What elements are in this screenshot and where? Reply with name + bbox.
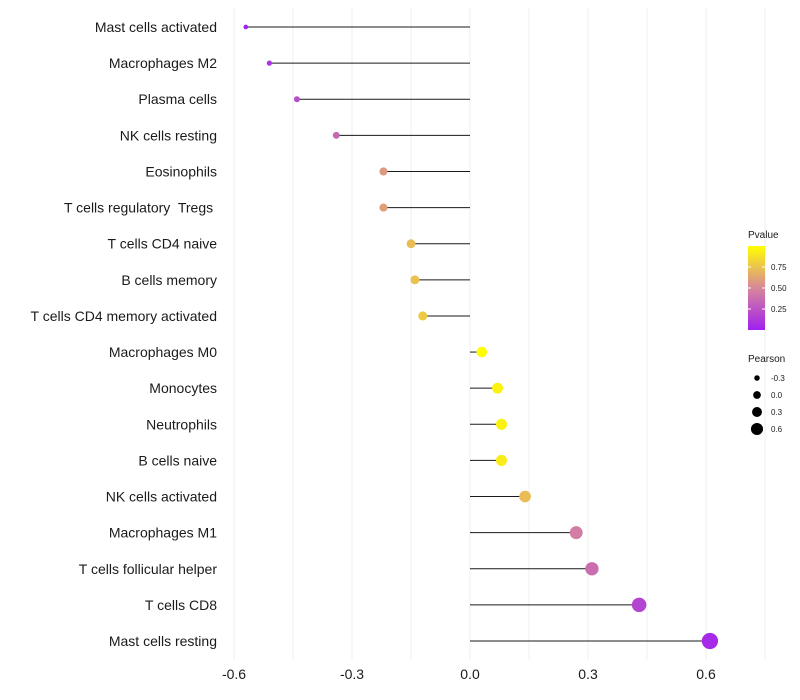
size-legend-label: 0.6 bbox=[771, 425, 783, 434]
category-label: Mast cells activated bbox=[95, 19, 217, 35]
size-legend-dot bbox=[752, 407, 762, 417]
category-label: NK cells resting bbox=[120, 127, 217, 143]
size-legend-label: -0.3 bbox=[771, 374, 785, 383]
x-tick-label: 0.3 bbox=[578, 666, 598, 682]
lollipop-dot bbox=[410, 275, 420, 285]
lollipop-dot bbox=[332, 131, 340, 139]
size-legend-dot bbox=[754, 375, 760, 381]
lollipop-dot bbox=[406, 239, 416, 249]
x-tick-label: 0.6 bbox=[696, 666, 716, 682]
lollipop-dot bbox=[379, 203, 388, 212]
category-label: T cells follicular helper bbox=[79, 561, 218, 577]
category-label: Macrophages M2 bbox=[109, 55, 217, 71]
colorbar-tick-label: 0.50 bbox=[771, 284, 787, 293]
lollipop-dot bbox=[476, 346, 488, 358]
colorbar-tick-label: 0.75 bbox=[771, 263, 787, 272]
pvalue-legend-title: Pvalue bbox=[748, 230, 779, 241]
grid-layer bbox=[233, 8, 766, 660]
lollipop-dot bbox=[569, 526, 583, 540]
lollipop-dot bbox=[631, 597, 647, 613]
lollipop-dot bbox=[266, 60, 273, 66]
pearson-legend: Pearson -0.3 0.0 0.3 0.6 bbox=[748, 354, 785, 436]
lollipop-dot bbox=[293, 96, 300, 103]
size-legend-dot bbox=[750, 422, 764, 436]
size-legend-label: 0.3 bbox=[771, 408, 783, 417]
category-label: B cells memory bbox=[121, 272, 217, 288]
category-label: T cells CD4 memory activated bbox=[31, 308, 217, 324]
category-label: Macrophages M1 bbox=[109, 525, 217, 541]
category-label: Plasma cells bbox=[138, 91, 217, 107]
lollipop-dot bbox=[519, 490, 531, 503]
lollipop-dot bbox=[585, 562, 599, 576]
pvalue-colorbar-ticks: 0.75 0.50 0.25 bbox=[748, 263, 787, 314]
category-label: Neutrophils bbox=[146, 416, 217, 432]
size-legend-label: 0.0 bbox=[771, 391, 783, 400]
x-tick-label: -0.6 bbox=[222, 666, 246, 682]
lollipop-dot bbox=[495, 454, 507, 466]
category-label: Eosinophils bbox=[145, 163, 217, 179]
category-label: Monocytes bbox=[149, 380, 217, 396]
lollipop-dot bbox=[495, 418, 507, 430]
pearson-legend-title: Pearson bbox=[748, 354, 785, 365]
dot-layer bbox=[243, 24, 719, 650]
category-label: T cells regulatory Tregs bbox=[64, 200, 217, 216]
size-legend-dot bbox=[753, 391, 761, 399]
category-labels: Mast cells activated Macrophages M2 Plasma… bbox=[31, 19, 218, 649]
category-label: Mast cells resting bbox=[109, 633, 217, 649]
pvalue-legend: Pvalue 0.75 0.50 0.25 bbox=[748, 230, 787, 330]
colorbar-tick-label: 0.25 bbox=[771, 305, 787, 314]
x-tick-label: -0.3 bbox=[340, 666, 364, 682]
lollipop-dot bbox=[701, 632, 719, 650]
lollipop-dot bbox=[379, 167, 388, 176]
category-label: T cells CD4 naive bbox=[108, 236, 218, 252]
x-tick-labels: -0.6 -0.3 0.0 0.3 0.6 bbox=[222, 666, 716, 682]
category-label: NK cells activated bbox=[106, 489, 217, 505]
category-label: T cells CD8 bbox=[145, 597, 217, 613]
pvalue-colorbar bbox=[748, 246, 765, 330]
category-label: Macrophages M0 bbox=[109, 344, 217, 360]
category-label: B cells naive bbox=[138, 452, 217, 468]
stem-layer bbox=[245, 26, 710, 642]
lollipop-dot bbox=[243, 24, 249, 30]
lollipop-dot bbox=[418, 311, 428, 321]
pearson-legend-items: -0.3 0.0 0.3 0.6 bbox=[750, 374, 785, 436]
lollipop-dot bbox=[492, 382, 504, 394]
x-tick-label: 0.0 bbox=[460, 666, 480, 682]
